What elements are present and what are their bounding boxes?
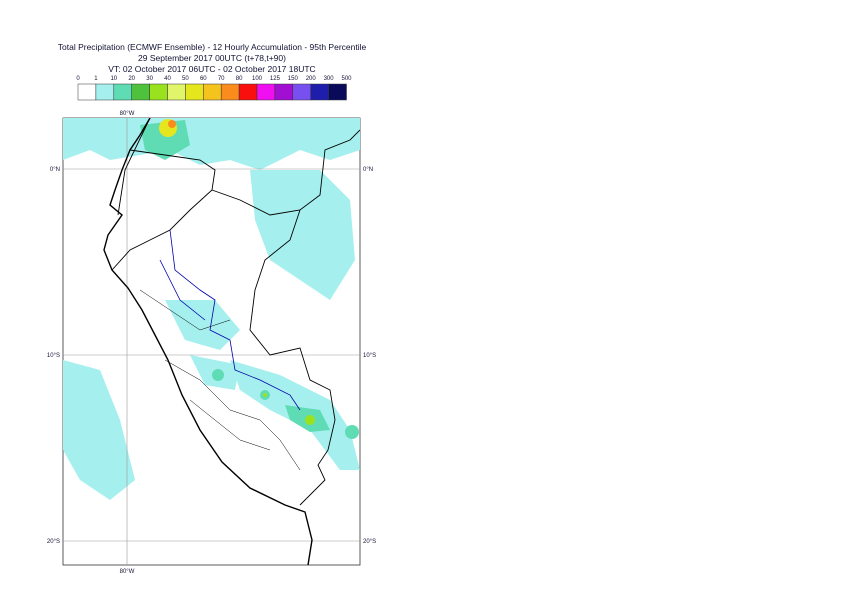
legend-swatch: [167, 83, 186, 101]
lon-label: 80°W: [120, 111, 135, 117]
legend-swatch: [203, 83, 222, 101]
legend-swatch: [149, 83, 168, 101]
legend-label: 300: [324, 76, 335, 82]
title-line: Total Precipitation (ECMWF Ensemble) - 1…: [58, 42, 367, 52]
legend-swatch: [292, 83, 311, 101]
lon-label: 80°W: [120, 569, 135, 575]
graticule: [63, 118, 360, 565]
lat-label: 10°S: [363, 353, 376, 359]
borders: [103, 118, 360, 565]
lat-label: 20°S: [363, 539, 376, 545]
legend-swatch: [131, 83, 150, 101]
legend-label: 100: [252, 76, 263, 82]
lat-label: 10°S: [47, 353, 60, 359]
legend-label: 50: [182, 76, 189, 82]
legend-label: 70: [218, 76, 225, 82]
lat-label: 20°S: [47, 539, 60, 545]
legend: 0 1 10 20 30 40 50 60 70 80 100 125 150 200 300 500: [76, 76, 352, 101]
axis-labels: 80°W 80°W 0°N 0°N 10°S 10°S 20°S 20°S: [47, 111, 376, 575]
legend-label: 1: [94, 76, 98, 82]
legend-label: 500: [341, 76, 352, 82]
title-line: VT: 02 October 2017 06UTC - 02 October 2…: [108, 64, 315, 74]
lat-label: 0°N: [363, 167, 373, 173]
legend-swatch: [113, 83, 132, 101]
legend-label: 40: [164, 76, 171, 82]
legend-swatch: [185, 83, 204, 101]
legend-label: 30: [146, 76, 153, 82]
legend-label: 150: [288, 76, 299, 82]
lat-label: 0°N: [50, 167, 60, 173]
legend-swatch: [310, 83, 329, 101]
legend-label: 20: [128, 76, 135, 82]
legend-swatch: [95, 83, 115, 101]
legend-label: 200: [306, 76, 317, 82]
legend-swatch: [238, 83, 258, 101]
legend-swatch: [220, 83, 240, 101]
precip-field: [63, 118, 360, 500]
legend-label: 0: [76, 76, 80, 82]
legend-swatch: [274, 83, 294, 101]
legend-label: 60: [200, 76, 207, 82]
map-frame: [62, 117, 361, 566]
legend-swatch: [256, 83, 276, 101]
legend-swatch: [328, 83, 347, 101]
legend-swatch: [77, 83, 97, 101]
legend-label: 125: [270, 76, 281, 82]
title-block: Total Precipitation (ECMWF Ensemble) - 1…: [58, 42, 367, 74]
legend-label: 10: [110, 76, 117, 82]
title-line: 29 September 2017 00UTC (t+78,t+90): [138, 53, 286, 63]
legend-label: 80: [236, 76, 243, 82]
